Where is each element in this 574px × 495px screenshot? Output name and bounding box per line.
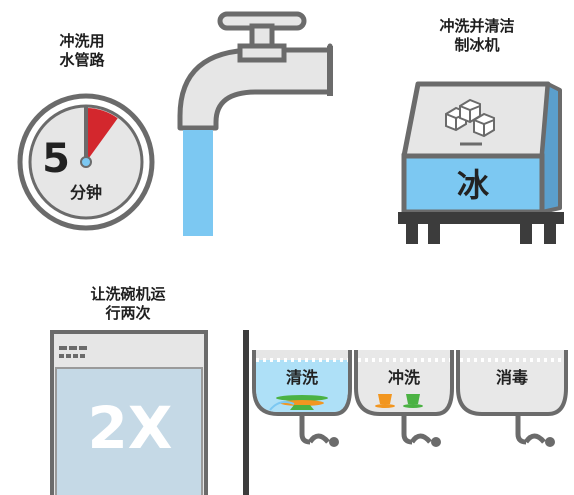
stopwatch-icon: 5 分钟 [17,93,155,231]
timer-unit: 分钟 [70,183,102,202]
sink-label-sanitize: 消毒 [496,368,528,387]
timer-number: 5 [42,136,70,182]
sink-label-wash: 清洗 [286,368,318,387]
ice-machine-caption: 冲洗并清洁 制冰机 [439,17,515,54]
sink-label-rinse: 冲洗 [388,368,420,387]
sink-basin-rinse: 冲洗 [354,350,454,447]
sink-basin-sanitize: 消毒 [456,350,568,447]
ice-machine-icon: 冰 [398,81,564,244]
faucet-icon [177,11,333,236]
dishwasher-caption: 让洗碗机运 行两次 [90,285,166,322]
sink-basin-wash: 清洗 [252,350,352,447]
water-stream [183,130,213,236]
dishwasher-label: 2X [87,394,172,462]
dishwasher-icon: 2X [50,330,208,495]
three-compartment-sink-icon: 清洗 冲洗 消毒 [243,330,568,495]
timer-elapsed-wedge [86,108,118,162]
ice-cubes-icon [445,98,495,138]
ice-label: 冰 [457,166,490,204]
flush-lines-caption: 冲洗用 水管路 [59,32,105,69]
